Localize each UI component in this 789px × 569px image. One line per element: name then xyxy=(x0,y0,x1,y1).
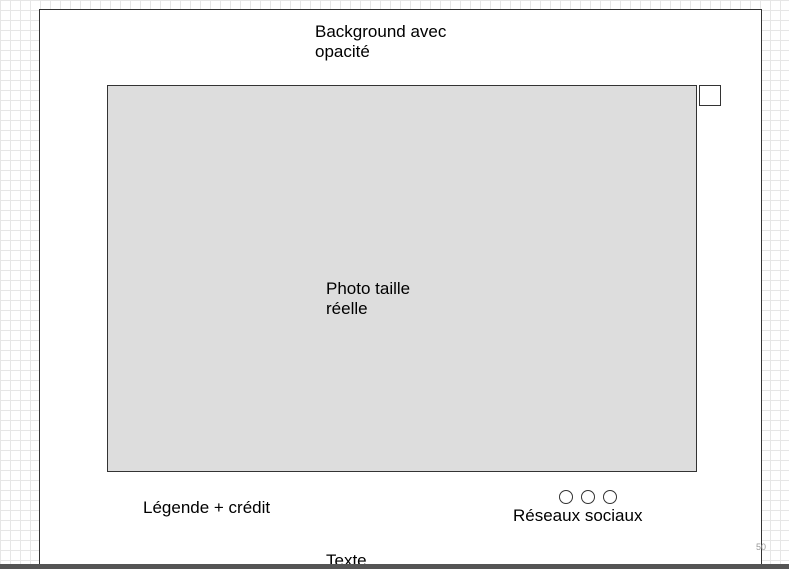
social-circle-icon-3[interactable] xyxy=(603,490,617,504)
photo-label-line-2: réelle xyxy=(326,299,368,318)
caption-credit-label: Légende + crédit xyxy=(143,498,271,517)
social-circle-icon-1[interactable] xyxy=(559,490,573,504)
photo-placeholder xyxy=(107,85,697,472)
background-opacity-label: Background avec opacité xyxy=(315,22,446,62)
social-networks-label: Réseaux sociaux xyxy=(513,506,643,525)
photo-label: Photo taille réelle xyxy=(326,279,410,319)
background-label-line-2: opacité xyxy=(315,42,370,61)
background-label-line-1: Background avec xyxy=(315,22,447,41)
photo-label-line-1: Photo taille xyxy=(326,279,411,298)
bottom-scroll-bar[interactable] xyxy=(0,564,789,569)
close-box[interactable] xyxy=(699,85,721,106)
social-icons xyxy=(559,490,617,504)
zoom-indicator: 50 xyxy=(756,542,767,552)
social-circle-icon-2[interactable] xyxy=(581,490,595,504)
